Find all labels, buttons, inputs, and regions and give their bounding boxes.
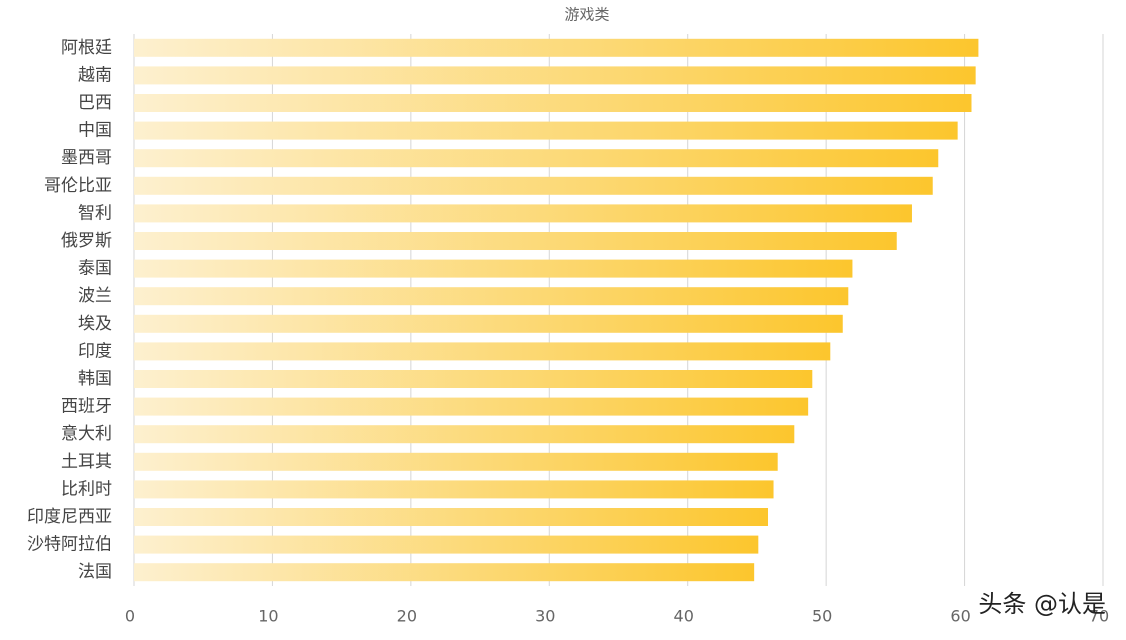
x-tick-label: 20 xyxy=(397,607,417,626)
x-tick-label: 30 xyxy=(535,607,555,626)
bar xyxy=(134,94,972,112)
bars: 阿根廷越南巴西中国墨西哥哥伦比亚智利俄罗斯泰国波兰埃及印度韩国西班牙意大利土耳其… xyxy=(27,38,979,582)
y-tick-label: 西班牙 xyxy=(61,397,112,417)
y-tick-label: 意大利 xyxy=(61,424,112,444)
y-tick-label: 印度 xyxy=(78,341,112,361)
y-tick-label: 俄罗斯 xyxy=(61,231,112,251)
bar xyxy=(134,287,849,306)
y-tick-label: 波兰 xyxy=(78,286,112,306)
x-tick-label: 70 xyxy=(1089,607,1109,626)
bar xyxy=(134,66,976,85)
bar xyxy=(134,314,843,333)
y-tick-label: 哥伦比亚 xyxy=(44,176,112,196)
bar xyxy=(134,121,958,140)
bar xyxy=(134,342,831,361)
bar xyxy=(134,149,939,168)
y-tick-label: 土耳其 xyxy=(61,452,112,472)
y-tick-label: 智利 xyxy=(78,203,112,223)
x-tick-label: 40 xyxy=(674,607,694,626)
watermark: 头条 @认是 xyxy=(978,590,1106,618)
bar xyxy=(134,452,778,471)
bar xyxy=(134,480,774,499)
y-tick-label: 泰国 xyxy=(78,259,112,279)
bar xyxy=(134,176,933,195)
y-tick-label: 中国 xyxy=(78,121,112,141)
x-tick-label: 60 xyxy=(950,607,970,626)
y-tick-label: 越南 xyxy=(78,65,112,85)
y-tick-label: 比利时 xyxy=(61,479,112,499)
y-tick-label: 埃及 xyxy=(78,314,112,334)
x-tick-label: 50 xyxy=(812,607,832,626)
bar xyxy=(134,508,769,526)
bar xyxy=(134,563,755,582)
bar xyxy=(134,535,759,554)
x-tick-label: 0 xyxy=(125,607,135,626)
chart-title: 游戏类 xyxy=(564,6,609,24)
y-tick-label: 沙特阿拉伯 xyxy=(27,535,112,555)
bar xyxy=(134,259,853,278)
bar xyxy=(134,397,809,416)
y-tick-label: 韩国 xyxy=(78,369,112,389)
bar xyxy=(134,204,912,223)
x-tick-label: 10 xyxy=(258,607,278,626)
y-tick-label: 印度尼西亚 xyxy=(27,507,112,527)
bar xyxy=(134,370,813,388)
y-tick-label: 墨西哥 xyxy=(61,148,112,168)
y-tick-label: 阿根廷 xyxy=(61,38,112,58)
bar xyxy=(134,38,979,57)
bar xyxy=(134,232,897,250)
y-tick-label: 法国 xyxy=(78,562,112,582)
bar xyxy=(134,425,795,444)
y-tick-label: 巴西 xyxy=(78,93,112,113)
